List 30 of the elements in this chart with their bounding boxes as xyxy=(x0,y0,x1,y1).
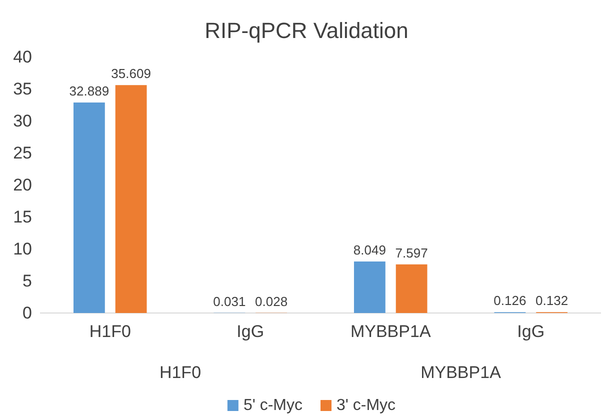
data-label: 7.597 xyxy=(395,245,428,260)
y-tick-label: 0 xyxy=(22,303,32,322)
data-label: 0.132 xyxy=(536,293,568,308)
data-label: 32.889 xyxy=(69,84,110,99)
bar xyxy=(115,85,147,313)
chart-title: RIP-qPCR Validation xyxy=(204,18,408,43)
x-tick-label: IgG xyxy=(517,322,545,342)
y-tick-label: 40 xyxy=(13,47,32,66)
bar xyxy=(396,264,428,313)
x-tick-label: H1F0 xyxy=(89,322,131,342)
y-tick-label: 5 xyxy=(22,271,32,290)
legend-label: 3' c-Myc xyxy=(336,397,396,414)
y-tick-label: 10 xyxy=(13,239,32,258)
x-tick-label: MYBBP1A xyxy=(350,322,432,342)
text: MYBBP1A xyxy=(420,363,502,382)
text: H1F0 xyxy=(159,363,202,382)
data-label: 0.028 xyxy=(255,294,288,309)
bar xyxy=(73,102,105,313)
data-label: 0.126 xyxy=(494,293,526,308)
data-label: 0.031 xyxy=(213,294,246,309)
y-tick-label: 25 xyxy=(13,143,32,162)
data-label: 35.609 xyxy=(111,66,151,82)
x-tick-label: IgG xyxy=(236,322,264,342)
y-tick-label: 35 xyxy=(13,79,32,98)
bar xyxy=(354,261,386,313)
data-label: 8.049 xyxy=(353,242,386,258)
y-tick-label: 20 xyxy=(13,175,32,194)
y-tick-label: 30 xyxy=(13,111,32,130)
y-tick-label: 15 xyxy=(13,207,32,226)
legend-label: 5' c-Myc xyxy=(243,397,302,414)
